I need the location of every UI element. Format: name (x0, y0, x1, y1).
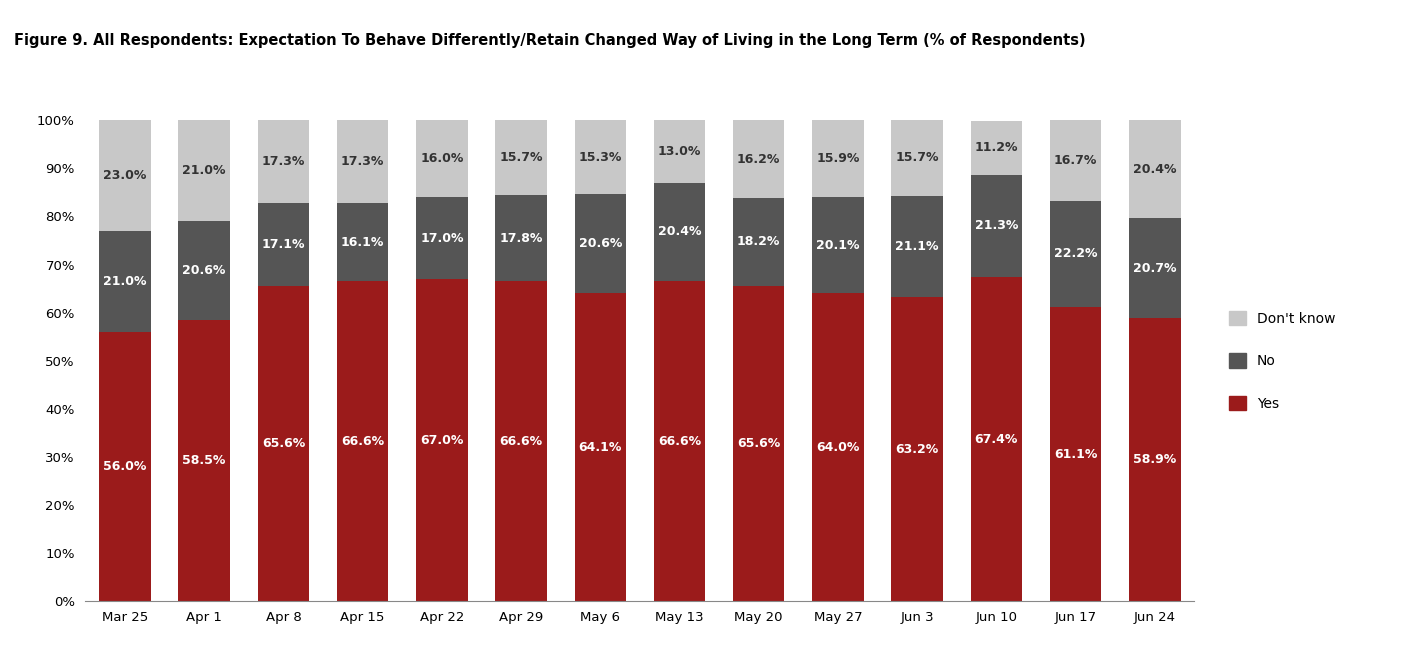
Text: 65.6%: 65.6% (737, 437, 781, 450)
Text: 20.4%: 20.4% (1133, 163, 1176, 176)
Text: 21.0%: 21.0% (182, 164, 226, 177)
Text: 11.2%: 11.2% (974, 141, 1018, 154)
Bar (654, 183, 705, 281)
Bar (257, 286, 309, 601)
Text: 17.1%: 17.1% (262, 238, 306, 251)
Text: 64.0%: 64.0% (816, 441, 860, 454)
Text: 63.2%: 63.2% (896, 443, 939, 456)
Text: 21.3%: 21.3% (974, 219, 1018, 232)
Text: 18.2%: 18.2% (737, 235, 781, 248)
Text: 61.1%: 61.1% (1054, 448, 1098, 461)
Bar (654, 281, 705, 601)
Bar (732, 120, 785, 198)
Text: 20.1%: 20.1% (816, 238, 860, 252)
Bar (417, 197, 468, 279)
Text: 65.6%: 65.6% (262, 437, 304, 450)
Bar (892, 297, 943, 601)
Text: 20.6%: 20.6% (579, 237, 621, 250)
Bar (178, 120, 230, 220)
Text: 16.7%: 16.7% (1054, 154, 1098, 167)
Bar (495, 195, 547, 281)
Text: 17.3%: 17.3% (262, 156, 306, 168)
Text: Figure 9. All Respondents: Expectation To Behave Differently/Retain Changed Way : Figure 9. All Respondents: Expectation T… (14, 33, 1086, 48)
Bar (1129, 120, 1180, 218)
Text: 17.8%: 17.8% (499, 232, 543, 244)
Bar (495, 120, 547, 195)
Text: 67.4%: 67.4% (974, 433, 1018, 446)
Text: 15.7%: 15.7% (499, 151, 543, 164)
Bar (1049, 307, 1102, 601)
Text: 17.0%: 17.0% (419, 232, 464, 244)
Text: 13.0%: 13.0% (658, 145, 701, 158)
Bar (100, 231, 151, 332)
Bar (1049, 120, 1102, 200)
Bar (178, 320, 230, 601)
Bar (732, 198, 785, 286)
Bar (971, 277, 1022, 601)
Text: 66.6%: 66.6% (499, 435, 543, 448)
Text: 20.6%: 20.6% (182, 264, 226, 277)
Bar (812, 196, 863, 293)
Text: 66.6%: 66.6% (341, 435, 384, 448)
Bar (417, 279, 468, 601)
Bar (257, 204, 309, 286)
Bar (337, 281, 388, 601)
Bar (574, 293, 626, 601)
Bar (892, 120, 943, 196)
Text: 67.0%: 67.0% (419, 434, 464, 447)
Text: 20.7%: 20.7% (1133, 262, 1176, 275)
Text: 20.4%: 20.4% (658, 225, 701, 238)
Bar (654, 120, 705, 183)
Text: 21.0%: 21.0% (104, 275, 146, 288)
Text: 17.3%: 17.3% (341, 156, 384, 168)
Bar (337, 120, 388, 204)
Bar (812, 293, 863, 601)
Text: 15.9%: 15.9% (816, 152, 860, 165)
Bar (574, 194, 626, 293)
Text: 16.2%: 16.2% (737, 153, 781, 166)
Bar (417, 120, 468, 197)
Text: 66.6%: 66.6% (658, 435, 701, 448)
Bar (812, 120, 863, 196)
Text: 16.0%: 16.0% (419, 152, 464, 165)
Bar (892, 196, 943, 297)
Text: 58.5%: 58.5% (182, 454, 226, 467)
Bar (732, 286, 785, 601)
Text: 56.0%: 56.0% (104, 460, 146, 473)
Text: 58.9%: 58.9% (1133, 453, 1176, 466)
Bar (495, 281, 547, 601)
Bar (574, 120, 626, 194)
Text: 64.1%: 64.1% (579, 441, 621, 454)
Bar (257, 120, 309, 204)
Text: 22.2%: 22.2% (1054, 247, 1098, 261)
Text: 16.1%: 16.1% (341, 236, 384, 248)
Bar (178, 220, 230, 320)
Text: 23.0%: 23.0% (104, 169, 146, 182)
Text: 21.1%: 21.1% (896, 240, 939, 253)
Bar (1129, 218, 1180, 318)
Bar (100, 120, 151, 231)
Bar (100, 332, 151, 601)
Bar (1049, 200, 1102, 307)
Bar (337, 204, 388, 281)
Text: 15.3%: 15.3% (579, 150, 621, 164)
Bar (971, 121, 1022, 174)
Legend: Don't know, No, Yes: Don't know, No, Yes (1223, 305, 1341, 416)
Bar (1129, 318, 1180, 601)
Text: 15.7%: 15.7% (896, 152, 939, 164)
Bar (971, 174, 1022, 277)
